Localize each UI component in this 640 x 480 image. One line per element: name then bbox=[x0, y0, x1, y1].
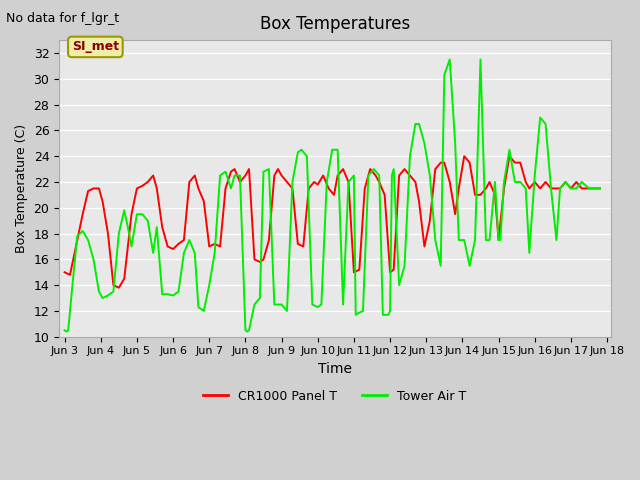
Line: Tower Air T: Tower Air T bbox=[65, 60, 600, 332]
Line: CR1000 Panel T: CR1000 Panel T bbox=[65, 156, 600, 288]
CR1000 Panel T bbox=[596, 186, 604, 192]
CR1000 Panel T bbox=[61, 269, 68, 275]
Tower Air T bbox=[61, 327, 68, 333]
CR1000 Panel T bbox=[412, 179, 419, 185]
Tower Air T bbox=[63, 329, 70, 335]
CR1000 Panel T bbox=[431, 166, 439, 172]
Tower Air T bbox=[506, 147, 513, 153]
Tower Air T bbox=[79, 228, 86, 234]
Tower Air T bbox=[446, 57, 454, 62]
CR1000 Panel T bbox=[79, 211, 86, 217]
Legend: CR1000 Panel T, Tower Air T: CR1000 Panel T, Tower Air T bbox=[198, 384, 472, 408]
Text: No data for f_lgr_t: No data for f_lgr_t bbox=[6, 12, 120, 25]
CR1000 Panel T bbox=[460, 153, 468, 159]
CR1000 Panel T bbox=[381, 192, 388, 198]
Title: Box Temperatures: Box Temperatures bbox=[260, 15, 410, 33]
X-axis label: Time: Time bbox=[318, 362, 352, 376]
Tower Air T bbox=[466, 263, 474, 269]
CR1000 Panel T bbox=[115, 285, 123, 290]
CR1000 Panel T bbox=[531, 179, 539, 185]
CR1000 Panel T bbox=[376, 179, 383, 185]
Tower Air T bbox=[241, 327, 249, 333]
Tower Air T bbox=[74, 233, 81, 239]
Tower Air T bbox=[562, 179, 570, 185]
Tower Air T bbox=[596, 186, 604, 192]
Text: SI_met: SI_met bbox=[72, 40, 119, 53]
Y-axis label: Box Temperature (C): Box Temperature (C) bbox=[15, 124, 28, 253]
